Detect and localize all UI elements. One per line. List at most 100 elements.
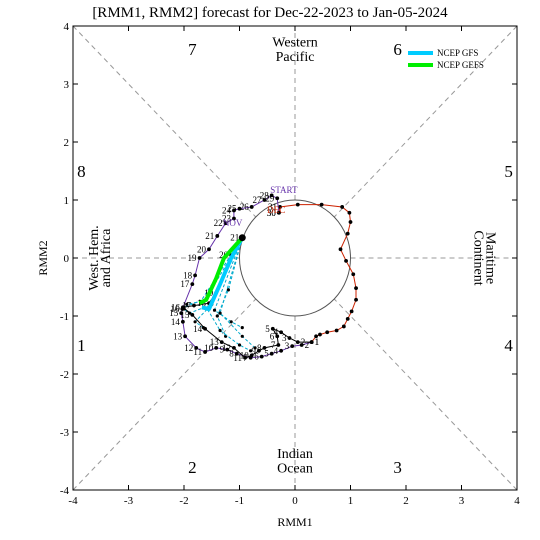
series-line-october (278, 204, 357, 343)
series-point-november (197, 256, 202, 260)
region-label-top-line2: Pacific (276, 50, 315, 65)
month-label-nov: NOV (223, 218, 243, 228)
series-point-october (341, 324, 346, 329)
series-day-label-november: 17 (180, 279, 190, 289)
series-point-october (314, 334, 318, 339)
series-day-label-december: 3 (282, 333, 287, 343)
x-tick-label: -1 (235, 495, 244, 507)
series-day-label-december: 2 (301, 337, 306, 347)
series-day-label-november: 19 (188, 253, 198, 263)
series-day-label-november: 23 (222, 214, 232, 224)
series-point-december (276, 343, 281, 347)
series-point-november (193, 273, 198, 278)
unit-circle (239, 199, 351, 317)
series-day-label-october: 31 (268, 202, 277, 212)
series-point-october (345, 231, 350, 236)
series-point-december (232, 346, 236, 350)
ensemble-point (240, 334, 244, 338)
ensemble-point (249, 349, 253, 353)
series-point-december (243, 355, 247, 360)
grid-layer (72, 25, 518, 491)
ensemble-point (237, 343, 242, 347)
series-day-label-november: 10 (204, 343, 214, 353)
region-label-bottom-line2: Ocean (277, 462, 313, 477)
series-point-december (287, 336, 292, 340)
series-point-december (190, 312, 195, 317)
series-point-october (338, 247, 343, 252)
series-point-november (259, 354, 264, 359)
series-point-november (203, 350, 207, 354)
phase-number-3: 3 (393, 458, 402, 477)
series-day-label-december: 9 (251, 346, 256, 356)
series-point-december (249, 353, 254, 358)
series-point-october (351, 272, 356, 277)
series-day-label-december: 1 (315, 337, 320, 347)
series-day-label-december: 13 (210, 337, 220, 347)
series-day-label-november: 1 (315, 337, 320, 347)
series-point-november (269, 351, 274, 356)
y-tick-label: -4 (60, 485, 70, 497)
ensemble-point (193, 320, 197, 324)
ensemble-point (229, 320, 233, 324)
series-point-november (207, 247, 211, 252)
series-point-november (215, 234, 220, 238)
series-day-label-november: 9 (220, 345, 225, 355)
y-tick-label: -2 (60, 369, 69, 381)
series-day-label-december: 10 (240, 350, 250, 360)
series-day-label-december: 4 (274, 327, 279, 337)
series-point-december (275, 334, 280, 339)
latest-observation-point (238, 234, 246, 242)
series-point-november (237, 206, 242, 211)
series-day-label-december: 7 (271, 340, 276, 350)
series-day-label-december: 8 (257, 343, 262, 353)
x-tick-label: 0 (292, 495, 298, 507)
region-label-right-line2: Continent (470, 230, 485, 285)
legend: NCEP GFS NCEP GEFS (408, 48, 484, 70)
series-day-label-november: 12 (184, 343, 193, 353)
ensemble-member-line (216, 237, 243, 337)
series-point-october (295, 202, 300, 207)
phase-number-2: 2 (188, 458, 197, 477)
series-point-october (349, 309, 354, 314)
series-point-october (334, 328, 339, 333)
series-point-december (270, 326, 275, 331)
legend-label-gfs: NCEP GFS (437, 48, 478, 58)
series-day-label-november: 27 (252, 195, 262, 205)
phase-number-7: 7 (188, 40, 197, 59)
series-day-label-november: 30 (267, 208, 277, 218)
series-point-november (232, 208, 236, 213)
y-tick-label: -3 (60, 427, 70, 439)
series-day-label-november: 22 (214, 218, 223, 228)
series-day-label-december: 6 (270, 331, 275, 341)
series-point-december (295, 340, 300, 344)
series-point-november (277, 210, 281, 215)
series-day-label-november: 16 (170, 304, 180, 314)
series-point-october (319, 202, 324, 207)
ensemble-point (185, 302, 189, 306)
series-point-october (325, 330, 330, 335)
chart-title: [RMM1, RMM2] forecast for Dec-22-2023 to… (92, 5, 448, 21)
series-point-october (354, 297, 358, 302)
series-point-october (348, 220, 353, 224)
series-day-label-december: 17 (182, 301, 192, 311)
region-label-left-line2: and Africa (99, 228, 114, 287)
series-point-october (344, 259, 348, 263)
series-day-label-november: 15 (169, 308, 179, 318)
phase-number-5: 5 (504, 162, 513, 181)
ensemble-point (218, 328, 222, 333)
series-point-november (179, 311, 184, 315)
series-day-label-november: 8 (229, 349, 234, 359)
x-tick-label: 1 (348, 495, 354, 507)
ensemble-point (212, 308, 217, 312)
grid-diagonal-ne (333, 25, 518, 218)
series-day-label-november: 14 (171, 317, 181, 327)
series-point-december (257, 348, 261, 353)
series-day-label-november: 2 (305, 340, 310, 350)
legend-label-gefs: NCEP GEFS (437, 60, 484, 70)
series-day-label-december: 21 (230, 233, 239, 243)
series-day-label-december: 14 (193, 324, 203, 334)
series-point-november (279, 348, 284, 353)
region-label-top-line1: Western (272, 35, 318, 50)
